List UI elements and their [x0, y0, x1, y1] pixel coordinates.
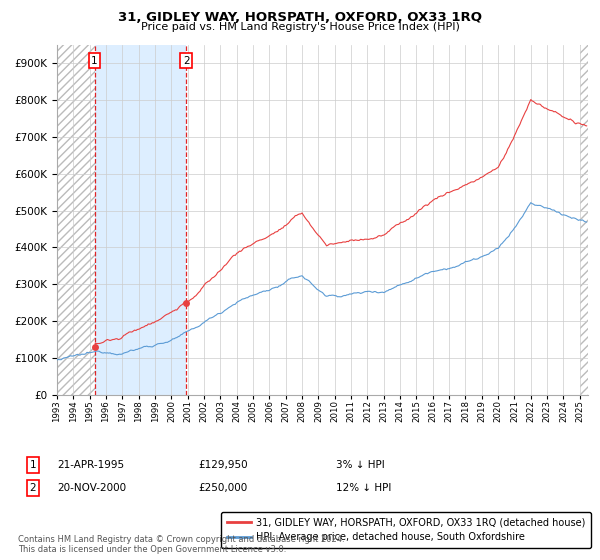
- Text: 31, GIDLEY WAY, HORSPATH, OXFORD, OX33 1RQ: 31, GIDLEY WAY, HORSPATH, OXFORD, OX33 1…: [118, 11, 482, 24]
- Text: 2: 2: [29, 483, 37, 493]
- Legend: 31, GIDLEY WAY, HORSPATH, OXFORD, OX33 1RQ (detached house), HPI: Average price,: 31, GIDLEY WAY, HORSPATH, OXFORD, OX33 1…: [221, 512, 592, 548]
- Text: £250,000: £250,000: [198, 483, 247, 493]
- Text: 3% ↓ HPI: 3% ↓ HPI: [336, 460, 385, 470]
- Text: 21-APR-1995: 21-APR-1995: [57, 460, 124, 470]
- Text: 1: 1: [29, 460, 37, 470]
- Text: Contains HM Land Registry data © Crown copyright and database right 2024.
This d: Contains HM Land Registry data © Crown c…: [18, 535, 344, 554]
- Text: 12% ↓ HPI: 12% ↓ HPI: [336, 483, 391, 493]
- Bar: [580, 45, 588, 395]
- Text: Price paid vs. HM Land Registry's House Price Index (HPI): Price paid vs. HM Land Registry's House …: [140, 22, 460, 32]
- Text: 2: 2: [183, 55, 190, 66]
- Bar: [57, 45, 95, 395]
- Text: 20-NOV-2000: 20-NOV-2000: [57, 483, 126, 493]
- Text: 1: 1: [91, 55, 98, 66]
- Bar: [95, 45, 187, 395]
- Text: £129,950: £129,950: [198, 460, 248, 470]
